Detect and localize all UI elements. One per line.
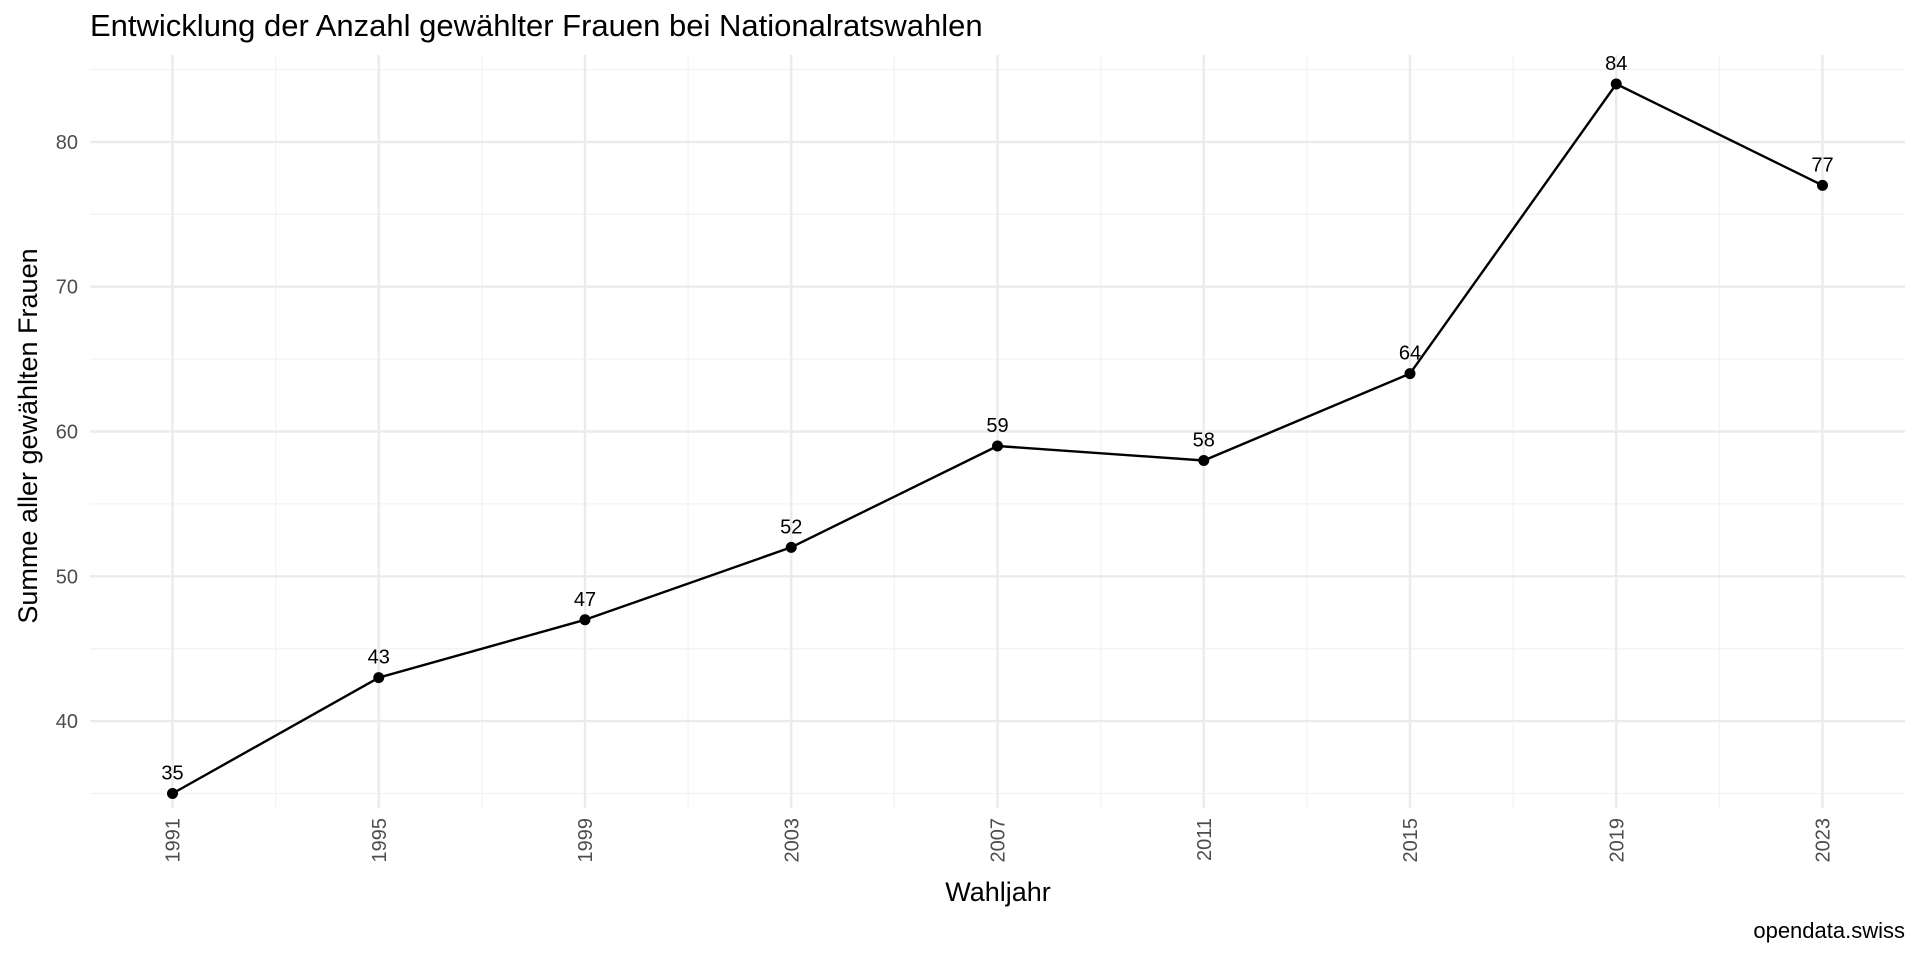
data-point: [1817, 179, 1828, 191]
data-label: 64: [1399, 343, 1421, 365]
x-tick-label: 2011: [1194, 818, 1216, 861]
x-tick-label: 2003: [781, 818, 803, 863]
data-label: 35: [161, 763, 183, 785]
x-tick-label: 2019: [1606, 818, 1628, 863]
x-tick-label: 1995: [369, 818, 391, 863]
y-tick-label: 50: [56, 566, 78, 588]
y-tick-label: 70: [56, 277, 78, 299]
y-tick-label: 40: [56, 711, 78, 733]
data-label: 77: [1811, 154, 1833, 176]
x-tick-label: 2023: [1813, 818, 1835, 863]
x-tick-label: 1991: [163, 818, 185, 863]
y-tick-label: 60: [56, 422, 78, 444]
y-tick-labels: 40 50 60 70 80: [56, 132, 78, 733]
x-tick-label: 2007: [988, 818, 1010, 863]
data-labels-group: 35 43 47 52 59 58 64 84 77: [161, 53, 1833, 785]
data-label: 59: [986, 415, 1008, 437]
y-axis-title: Summe aller gewählten Frauen: [13, 248, 43, 623]
data-point: [1404, 368, 1416, 380]
x-tick-labels: 1991 1995 1999 2003 2007 2011 2015 2019 2023: [163, 818, 1835, 863]
data-label: 58: [1193, 429, 1215, 451]
data-point: [167, 788, 178, 800]
x-tick-label: 2015: [1400, 818, 1422, 863]
data-point: [579, 614, 591, 626]
data-points-group: [167, 78, 1828, 800]
chart-title: Entwicklung der Anzahl gewählter Frauen …: [90, 8, 983, 43]
x-tick-label: 1999: [575, 818, 597, 863]
chart-caption: opendata.swiss: [1753, 918, 1905, 943]
data-label: 43: [368, 647, 390, 669]
data-label: 52: [780, 516, 802, 538]
x-axis-title: Wahljahr: [945, 877, 1051, 907]
data-point: [992, 440, 1003, 452]
data-point: [1610, 78, 1622, 90]
data-label: 84: [1605, 53, 1627, 75]
data-label: 47: [574, 589, 596, 611]
y-tick-label: 80: [56, 132, 78, 154]
data-point: [373, 672, 385, 684]
data-point: [785, 541, 797, 553]
data-point: [1198, 454, 1210, 466]
